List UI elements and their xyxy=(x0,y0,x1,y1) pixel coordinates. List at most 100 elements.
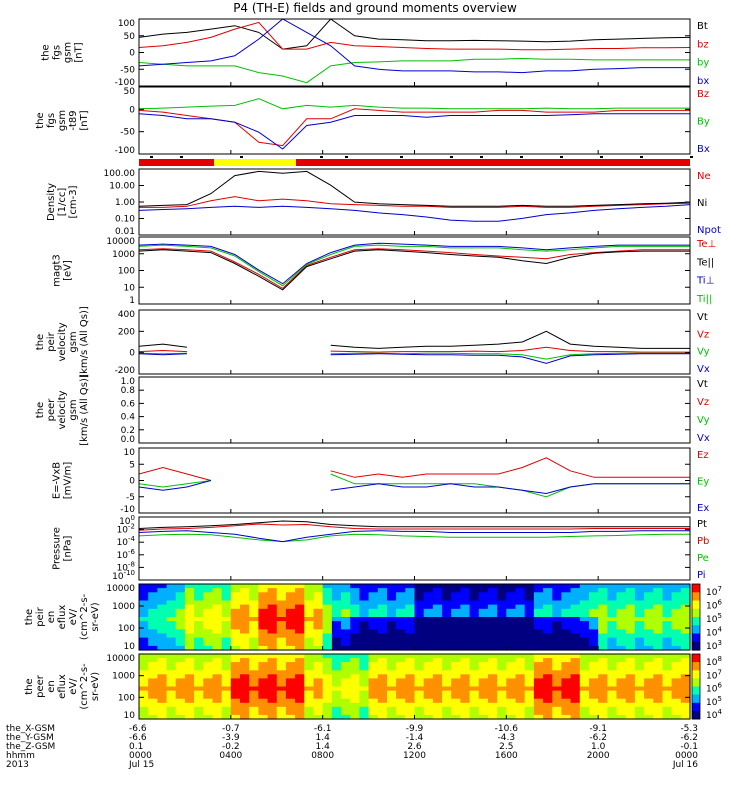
heatmap-cell xyxy=(524,658,535,663)
heatmap-cell xyxy=(341,674,351,679)
heatmap-cell xyxy=(240,600,250,606)
heatmap-cell xyxy=(488,682,498,688)
heatmap-cell xyxy=(139,608,149,614)
heatmap-cell xyxy=(175,690,186,696)
heatmap-cell xyxy=(451,686,461,692)
heatmap-cell xyxy=(680,596,691,602)
heatmap-cell xyxy=(258,654,269,659)
heatmap-cell xyxy=(662,694,673,700)
heatmap-cell xyxy=(313,600,324,606)
heatmap-cell xyxy=(662,702,673,708)
heatmap-cell xyxy=(552,637,563,643)
heatmap-cell xyxy=(616,710,627,716)
heatmap-cell xyxy=(184,682,195,688)
heatmap-cell xyxy=(653,690,664,696)
heatmap-cell xyxy=(276,662,287,667)
heatmap-cell xyxy=(295,666,305,671)
heatmap-cell xyxy=(680,674,691,679)
heatmap-cell xyxy=(377,617,388,622)
ytick-label: 0.8 xyxy=(121,386,136,396)
heatmap-cell xyxy=(607,666,618,671)
heatmap-cell xyxy=(616,678,627,684)
heatmap-cell xyxy=(423,678,434,684)
heatmap-cell xyxy=(543,698,553,704)
heatmap-cell xyxy=(634,706,645,712)
ytick-label: 1.0 xyxy=(121,377,136,387)
ytick-label: 1.00 xyxy=(115,198,135,208)
heatmap-cell xyxy=(405,596,416,602)
heatmap-cell xyxy=(533,702,544,708)
heatmap-cell xyxy=(662,621,673,626)
heatmap-cell xyxy=(423,604,434,610)
heatmap-cell xyxy=(570,592,581,597)
heatmap-cell xyxy=(561,621,572,626)
heatmap-cell xyxy=(184,702,195,708)
heatmap-cell xyxy=(497,666,507,671)
heatmap-cell xyxy=(506,654,517,659)
heatmap-cell xyxy=(405,698,416,704)
heatmap-cell xyxy=(570,694,581,700)
heatmap-cell xyxy=(451,596,461,602)
heatmap-cell xyxy=(488,604,498,610)
heatmap-cell xyxy=(139,674,149,679)
heatmap-cell xyxy=(524,698,535,704)
heatmap-cell xyxy=(368,694,379,700)
heatmap-cell xyxy=(497,625,507,630)
heatmap-cell xyxy=(579,694,590,700)
heatmap-cell xyxy=(276,706,287,712)
heatmap-cell xyxy=(139,637,149,643)
heatmap-cell xyxy=(561,612,572,618)
heatmap-cell xyxy=(432,682,443,688)
heatmap-cell xyxy=(194,588,204,593)
heatmap-cell xyxy=(285,678,296,684)
heatmap-cell xyxy=(579,714,590,720)
heatmap-cell xyxy=(387,625,397,630)
heatmap-cell xyxy=(589,645,599,651)
heatmap-cell xyxy=(451,714,461,720)
heatmap-cell xyxy=(240,698,250,704)
heatmap-cell xyxy=(258,674,269,679)
heatmap-cell xyxy=(276,702,287,708)
heatmap-cell xyxy=(359,637,370,643)
heatmap-cell xyxy=(175,621,186,626)
heatmap-cell xyxy=(331,633,342,639)
heatmap-cell xyxy=(524,710,535,716)
heatmap-cell xyxy=(552,662,563,667)
heatmap-cell xyxy=(671,629,682,635)
ytick-label: 100 xyxy=(119,514,135,527)
heatmap-cell xyxy=(313,698,324,704)
heatmap-cell xyxy=(442,592,452,597)
heatmap-cell xyxy=(194,714,204,720)
legend-fgs_gsm_dsl-0: Bz xyxy=(697,89,709,100)
heatmap-cell xyxy=(285,612,296,618)
heatmap-cell xyxy=(570,633,581,639)
heatmap-cell xyxy=(359,662,370,667)
heatmap-cell xyxy=(552,592,563,597)
heatmap-cell xyxy=(460,617,471,622)
heatmap-cell xyxy=(184,714,195,720)
heatmap-cell xyxy=(203,662,214,667)
ytick-label: 200 xyxy=(118,327,135,337)
heatmap-cell xyxy=(194,710,204,716)
ylabel-line: en xyxy=(46,680,57,693)
heatmap-cell xyxy=(552,600,563,606)
heatmap-cell xyxy=(552,588,563,593)
heatmap-cell xyxy=(285,608,296,614)
heatmap-cell xyxy=(579,608,590,614)
heatmap-cell xyxy=(322,604,333,610)
xaxis-value: -6.2 xyxy=(589,733,607,743)
heatmap-cell xyxy=(139,596,149,602)
heatmap-cell xyxy=(616,608,627,614)
heatmap-cell xyxy=(414,625,425,630)
heatmap-cell xyxy=(423,710,434,716)
heatmap-cell xyxy=(258,625,269,630)
heatmap-cell xyxy=(194,694,204,700)
ylabel-line: fgs xyxy=(52,45,63,60)
heatmap-cell xyxy=(442,694,452,700)
heatmap-cell xyxy=(387,633,397,639)
heatmap-cell xyxy=(341,588,351,593)
heatmap-cell xyxy=(561,596,572,602)
heatmap-cell xyxy=(203,612,214,618)
heatmap-cell xyxy=(451,694,461,700)
